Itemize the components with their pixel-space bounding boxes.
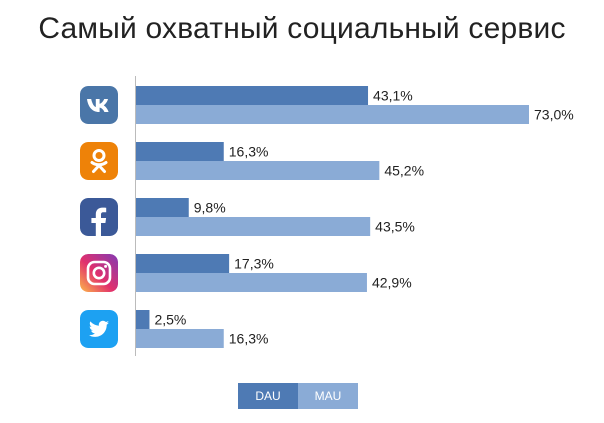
legend: DAU MAU: [238, 383, 358, 409]
data-label-dau-odnoklassniki: 16,3%: [229, 144, 269, 160]
data-label-mau-twitter: 16,3%: [229, 331, 269, 347]
data-label-mau-odnoklassniki: 45,2%: [384, 163, 424, 179]
data-label-dau-facebook: 9,8%: [194, 200, 226, 216]
bar-dau-instagram: [136, 254, 230, 273]
bar-mau-facebook: [136, 217, 371, 236]
data-label-dau-vk: 43,1%: [373, 88, 413, 104]
legend-mau[interactable]: MAU: [298, 383, 358, 409]
data-label-dau-twitter: 2,5%: [154, 312, 186, 328]
data-label-mau-vk: 73,0%: [534, 107, 574, 123]
odnoklassniki-icon: [80, 142, 118, 180]
facebook-icon: [80, 198, 118, 236]
instagram-icon: [80, 254, 118, 292]
chart-title: Самый охватный социальный сервис: [38, 12, 566, 45]
bar-mau-odnoklassniki: [136, 161, 380, 180]
bar-mau-instagram: [136, 273, 367, 292]
data-label-mau-facebook: 43,5%: [375, 219, 415, 235]
data-label-dau-instagram: 17,3%: [234, 256, 274, 272]
bar-dau-twitter: [136, 310, 150, 329]
data-label-mau-instagram: 42,9%: [372, 275, 412, 291]
legend-dau[interactable]: DAU: [238, 383, 298, 409]
bar-dau-vk: [136, 86, 369, 105]
bar-dau-facebook: [136, 198, 189, 217]
bar-mau-vk: [136, 105, 529, 124]
twitter-icon: [80, 310, 118, 348]
bar-dau-odnoklassniki: [136, 142, 224, 161]
vk-icon: [80, 86, 118, 124]
bar-mau-twitter: [136, 329, 224, 348]
